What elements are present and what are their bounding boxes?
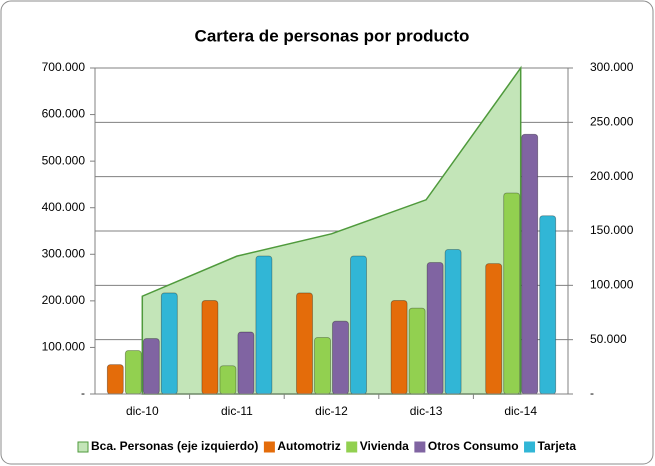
legend-swatch <box>414 441 426 453</box>
y2-tick-label: 150.000 <box>590 223 634 237</box>
bar <box>219 365 237 395</box>
legend-swatch <box>77 441 89 453</box>
bar <box>255 255 273 395</box>
bar <box>160 292 178 395</box>
y2-tick-label: 250.000 <box>590 115 634 129</box>
bar <box>332 320 349 395</box>
y-tick-label: 500.000 <box>42 153 86 167</box>
y-tick-label: 300.000 <box>42 246 86 260</box>
bar <box>539 215 557 395</box>
x-tick-label: dic-10 <box>126 404 159 418</box>
bar <box>485 263 503 395</box>
legend-label: Automotriz <box>277 439 340 453</box>
y2-tick-label: 200.000 <box>590 169 634 183</box>
x-tick-label: dic-13 <box>410 404 443 418</box>
bar <box>314 337 331 395</box>
legend-swatch <box>524 441 536 453</box>
bar <box>142 338 160 395</box>
y-tick-label: - <box>81 386 85 400</box>
legend-label: Bca. Personas (eje izquierdo) <box>91 439 258 453</box>
x-tick-label: dic-14 <box>504 404 537 418</box>
bar <box>426 262 444 395</box>
legend-label: Tarjeta <box>538 439 577 453</box>
bar <box>350 255 367 395</box>
bar <box>296 292 313 395</box>
chart-title: Cartera de personas por producto <box>195 26 470 45</box>
y-tick-label: 600.000 <box>42 107 86 121</box>
bar <box>106 364 124 395</box>
legend-swatch <box>263 441 275 453</box>
y-tick-label: 400.000 <box>42 200 86 214</box>
y2-tick-label: 100.000 <box>590 278 634 292</box>
area <box>141 65 522 395</box>
bar <box>503 192 521 395</box>
y-tick-label: 200.000 <box>42 293 86 307</box>
y2-tick-label: 300.000 <box>590 60 634 74</box>
bar <box>521 133 539 395</box>
y-tick-label: 100.000 <box>42 340 86 354</box>
x-tick-label: dic-11 <box>221 404 253 418</box>
y-tick-label: 700.000 <box>42 60 86 74</box>
legend-swatch <box>346 441 358 453</box>
x-tick-label: dic-12 <box>315 404 348 418</box>
y2-tick-label: - <box>590 386 594 400</box>
bar <box>390 300 408 395</box>
bar <box>237 331 255 395</box>
bar <box>124 350 142 395</box>
legend-label: Vivienda <box>360 439 409 453</box>
bar <box>444 249 462 395</box>
bar <box>408 307 426 395</box>
legend-label: Otros Consumo <box>428 439 519 453</box>
bar <box>201 300 219 395</box>
y2-tick-label: 50.000 <box>590 332 627 346</box>
